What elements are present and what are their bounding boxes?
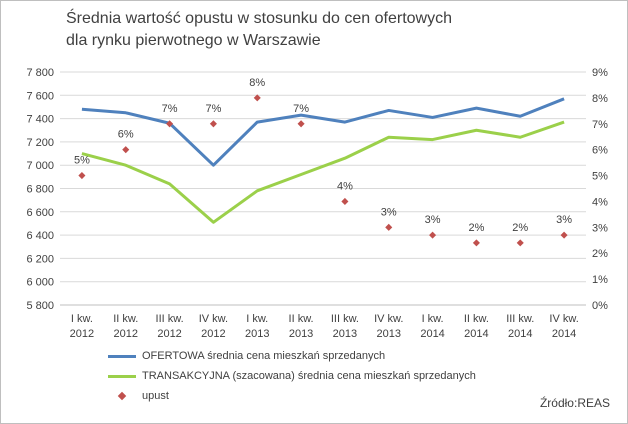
upust-data-label: 3% — [381, 206, 397, 218]
x-tick-label: IV kw. 2014 — [549, 313, 578, 340]
upust-data-label: 7% — [205, 103, 221, 115]
upust-data-label: 2% — [512, 222, 528, 234]
y-right-tick-label: 0% — [592, 300, 608, 312]
x-tick-label: III kw. 2014 — [506, 313, 534, 340]
source-note: Źródło:REAS — [539, 396, 610, 410]
legend-item-ofertowa: OFERTOWA średnia cena mieszkań sprzedany… — [108, 346, 476, 366]
x-tick-label: I kw. 2013 — [245, 313, 269, 340]
y-left-tick-label: 7 400 — [26, 114, 54, 126]
y-left-tick-label: 6 000 — [26, 277, 54, 289]
ofertowa-line — [81, 97, 565, 167]
legend-item-transakcyjna: TRANSAKCYJNA (szacowana) średnia cena mi… — [108, 366, 476, 386]
upust-point — [209, 120, 217, 128]
transakcyjna-line — [81, 120, 565, 224]
upust-point — [385, 223, 393, 231]
upust-point — [253, 94, 261, 102]
y-right-tick-label: 4% — [592, 196, 608, 208]
upust-point — [560, 231, 568, 239]
upust-data-label: 3% — [556, 214, 572, 226]
chart-title: Średnia wartość opustu w stosunku do cen… — [66, 10, 452, 49]
legend-item-upust: upust — [108, 386, 476, 406]
upust-data-label: 7% — [162, 103, 178, 115]
legend-label-transakcyjna: TRANSAKCYJNA (szacowana) średnia cena mi… — [142, 370, 476, 382]
y-right-tick-label: 8% — [592, 93, 608, 105]
y-left-tick-label: 6 200 — [26, 253, 54, 265]
upust-point — [429, 231, 437, 239]
y-right-tick-label: 3% — [592, 222, 608, 234]
x-tick-label: II kw. 2014 — [464, 313, 489, 340]
upust-data-label: 7% — [293, 103, 309, 115]
x-tick-label: II kw. 2013 — [289, 313, 314, 340]
x-tick-label: I kw. 2014 — [420, 313, 444, 340]
y-left-tick-label: 7 000 — [26, 160, 54, 172]
upust-data-label: 6% — [118, 129, 134, 141]
y-left-tick-label: 7 600 — [26, 90, 54, 102]
legend-swatch-transakcyjna — [108, 374, 136, 378]
legend-label-ofertowa: OFERTOWA średnia cena mieszkań sprzedany… — [142, 350, 386, 362]
upust-point — [297, 120, 305, 128]
y-left-tick-label: 5 800 — [26, 300, 54, 312]
y-right-tick-label: 1% — [592, 274, 608, 286]
x-tick-label: IV kw. 2013 — [374, 313, 403, 340]
legend-swatch-ofertowa — [108, 354, 136, 358]
x-tick-label: I kw. 2012 — [70, 313, 94, 340]
y-left-tick-label: 6 800 — [26, 184, 54, 196]
chart-legend: OFERTOWA średnia cena mieszkań sprzedany… — [108, 346, 476, 406]
y-left-tick-label: 6 600 — [26, 207, 54, 219]
upust-point — [122, 146, 130, 154]
x-tick-label: III kw. 2013 — [331, 313, 359, 340]
y-right-tick-label: 7% — [592, 119, 608, 131]
x-tick-label: IV kw. 2012 — [199, 313, 228, 340]
upust-data-label: 8% — [249, 77, 265, 89]
upust-data-label: 4% — [337, 180, 353, 192]
upust-data-label: 2% — [468, 222, 484, 234]
legend-label-upust: upust — [142, 390, 169, 402]
y-right-tick-label: 6% — [592, 145, 608, 157]
upust-point — [78, 172, 86, 180]
y-left-tick-label: 6 400 — [26, 230, 54, 242]
y-right-tick-label: 5% — [592, 171, 608, 183]
upust-data-label: 5% — [74, 155, 90, 167]
upust-point — [341, 197, 349, 205]
legend-swatch-upust — [117, 391, 127, 401]
upust-point — [166, 120, 174, 128]
upust-point — [516, 239, 524, 247]
y-left-tick-label: 7 200 — [26, 137, 54, 149]
y-right-tick-label: 2% — [592, 248, 608, 260]
x-tick-label: II kw. 2012 — [113, 313, 138, 340]
x-tick-label: III kw. 2012 — [156, 313, 184, 340]
y-left-tick-label: 7 800 — [26, 67, 54, 79]
y-right-tick-label: 9% — [592, 67, 608, 79]
upust-data-label: 3% — [425, 214, 441, 226]
upust-point — [472, 239, 480, 247]
